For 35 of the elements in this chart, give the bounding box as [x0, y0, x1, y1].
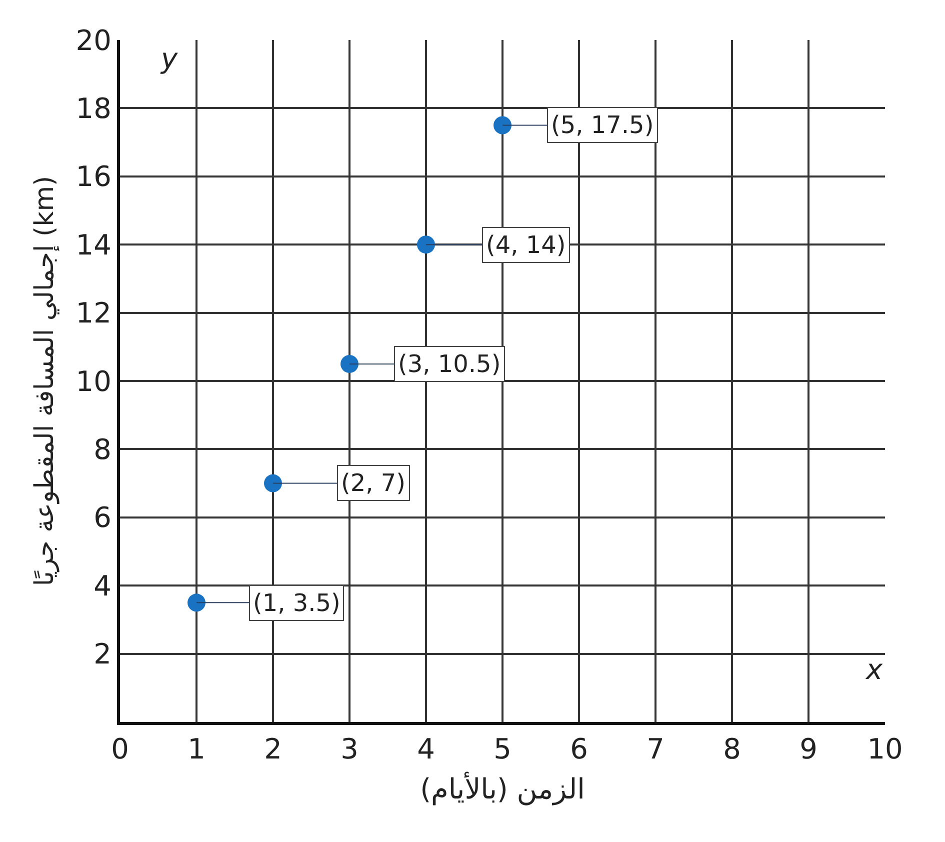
y-tick-label: 6	[94, 501, 112, 534]
x-tick-label: 1	[188, 732, 206, 766]
x-tick-label: 3	[340, 732, 358, 766]
data-label: (4, 14)	[486, 231, 566, 259]
y-tick-label: 8	[94, 433, 112, 466]
x-tick-label: 4	[417, 732, 435, 766]
annotation: y	[160, 42, 178, 75]
y-tick-label: 12	[76, 296, 112, 330]
x-tick-label: 7	[646, 732, 664, 766]
y-tick-label: 10	[76, 364, 112, 398]
point	[417, 236, 435, 254]
y-tick-label: 2	[94, 638, 112, 671]
y-axis-title: إجمالي المسافة المقطوعة جريًا (km)	[30, 176, 60, 586]
data-label: (5, 17.5)	[551, 111, 654, 139]
point	[264, 474, 282, 492]
data-label: (3, 10.5)	[398, 350, 501, 378]
point	[494, 116, 512, 134]
point	[340, 354, 358, 373]
x-tick-label: 9	[800, 732, 818, 766]
data-label: (1, 3.5)	[253, 589, 340, 617]
x-tick-label: 0	[111, 732, 129, 766]
point	[188, 594, 206, 612]
y-tick-label: 20	[76, 24, 112, 57]
x-tick-label: 2	[264, 732, 282, 766]
x-tick-label: 6	[570, 732, 588, 766]
y-tick-label: 4	[94, 569, 112, 602]
y-tick-label: 14	[76, 228, 112, 262]
x-tick-label: 5	[494, 732, 512, 766]
annotation: x	[865, 653, 883, 686]
x-tick-label: 10	[867, 732, 903, 766]
y-tick-label: 18	[76, 92, 112, 125]
data-label: (2, 7)	[341, 469, 406, 497]
x-tick-label: 8	[723, 732, 741, 766]
x-axis-title: الزمن (بالأيام)	[420, 772, 585, 806]
y-tick-label: 16	[76, 160, 112, 194]
